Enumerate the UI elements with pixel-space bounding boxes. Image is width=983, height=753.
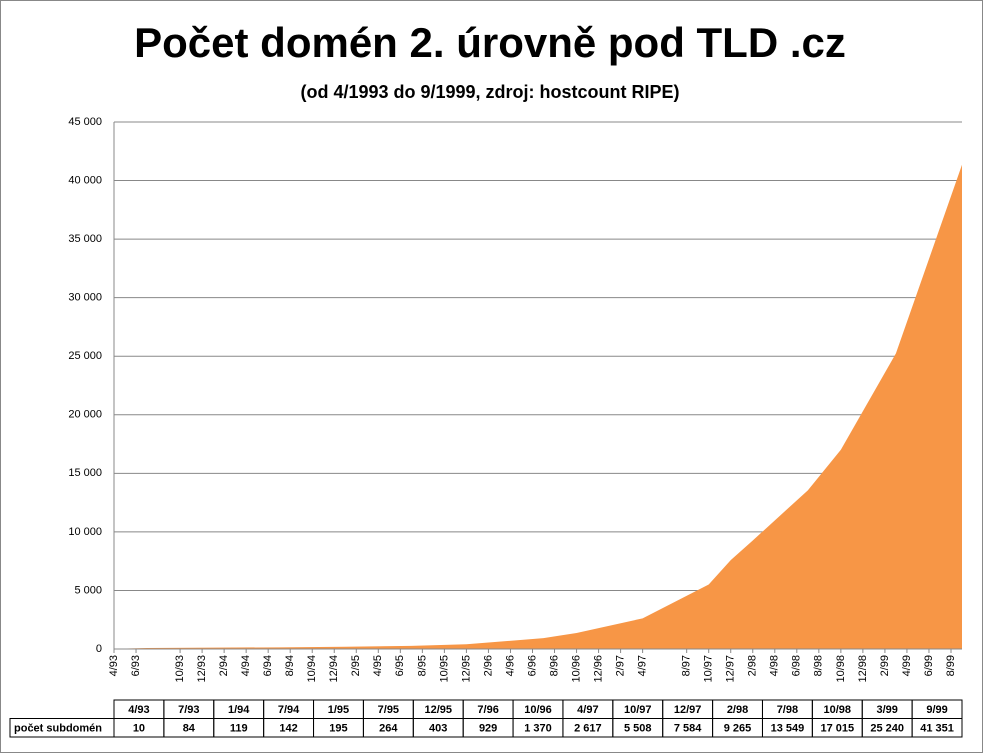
x-tick-label: 2/95 (350, 655, 362, 676)
x-tick-label: 12/94 (328, 655, 340, 683)
table-header: 7/96 (477, 704, 498, 716)
table-value: 119 (230, 723, 248, 735)
x-tick-label: 6/99 (923, 655, 935, 676)
table-value: 195 (329, 723, 347, 735)
legend-entry: počet subdomén (14, 723, 102, 735)
y-tick-label: 5 000 (74, 584, 102, 596)
table-header: 12/97 (674, 704, 702, 716)
y-tick-label: 40 000 (68, 174, 102, 186)
x-tick-label: 8/96 (548, 655, 560, 676)
x-tick-label: 12/96 (592, 655, 604, 683)
chart-title: Počet domén 2. úrovně pod TLD .cz (134, 19, 846, 66)
x-tick-label: 8/99 (945, 655, 957, 676)
x-tick-label: 2/97 (615, 655, 627, 676)
x-tick-label: 12/98 (857, 655, 869, 683)
table-cell (911, 718, 963, 738)
x-tick-label: 2/99 (879, 655, 891, 676)
table-header: 7/93 (178, 704, 199, 716)
x-tick-label: 10/97 (703, 655, 715, 683)
table-header: 10/97 (624, 704, 652, 716)
table-header: 9/99 (926, 704, 947, 716)
table-header: 4/93 (128, 704, 149, 716)
x-tick-label: 4/98 (769, 655, 781, 676)
table-header: 3/99 (876, 704, 897, 716)
x-tick-label: 6/93 (130, 655, 142, 676)
table-value: 5 508 (624, 723, 652, 735)
table-header: 12/95 (424, 704, 452, 716)
table-header: 4/97 (577, 704, 598, 716)
y-tick-label: 20 000 (68, 409, 102, 421)
x-tick-label: 2/98 (747, 655, 759, 676)
table-header: 10/96 (524, 704, 552, 716)
x-tick-label: 2/96 (482, 655, 494, 676)
y-tick-label: 10 000 (68, 526, 102, 538)
table-value: 13 549 (771, 723, 805, 735)
table-value: 264 (379, 723, 398, 735)
x-tick-label: 12/97 (725, 655, 737, 683)
table-header: 7/98 (777, 704, 798, 716)
x-tick-label: 6/94 (262, 655, 274, 676)
table-value: 84 (183, 723, 196, 735)
table-value: 403 (429, 723, 447, 735)
table-value: 25 240 (870, 723, 904, 735)
table-header: 2/98 (727, 704, 748, 716)
table-value: 142 (279, 723, 297, 735)
y-tick-label: 35 000 (68, 233, 102, 245)
y-tick-label: 0 (96, 643, 102, 655)
x-tick-label: 10/95 (438, 655, 450, 683)
x-tick-label: 10/93 (174, 655, 186, 683)
table-header: 1/95 (328, 704, 349, 716)
table-header: 1/94 (228, 704, 250, 716)
table-value: 10 (133, 723, 145, 735)
table-header: 10/98 (824, 704, 852, 716)
x-tick-label: 10/94 (306, 655, 318, 683)
x-tick-label: 8/94 (284, 655, 296, 676)
y-tick-label: 30 000 (68, 292, 102, 304)
x-tick-label: 8/95 (416, 655, 428, 676)
x-tick-label: 4/99 (901, 655, 913, 676)
x-tick-label: 6/98 (791, 655, 803, 676)
table-value: 2 617 (574, 723, 602, 735)
table-value: 1 370 (524, 723, 552, 735)
table-value: 929 (479, 723, 497, 735)
y-tick-label: 15 000 (68, 467, 102, 479)
x-tick-label: 10/98 (835, 655, 847, 683)
x-tick-label: 12/95 (460, 655, 472, 683)
x-tick-label: 2/94 (218, 655, 230, 676)
chart-subtitle: (od 4/1993 do 9/1999, zdroj: hostcount R… (300, 82, 679, 102)
area (114, 164, 962, 650)
x-tick-label: 8/98 (813, 655, 825, 676)
x-tick-label: 4/96 (504, 655, 516, 676)
y-tick-label: 45 000 (68, 116, 102, 128)
x-tick-label: 6/95 (394, 655, 406, 676)
x-tick-label: 4/93 (108, 655, 120, 676)
table-header: 7/94 (278, 704, 300, 716)
table-value: 41 351 (920, 723, 954, 735)
table-header: 7/95 (378, 704, 399, 716)
x-tick-label: 8/97 (681, 655, 693, 676)
table-value: 17 015 (820, 723, 854, 735)
x-tick-label: 4/94 (240, 655, 252, 676)
table-value: 9 265 (724, 723, 752, 735)
x-tick-label: 4/95 (372, 655, 384, 676)
x-tick-label: 4/97 (637, 655, 649, 676)
table-cell (9, 718, 115, 738)
x-tick-label: 6/96 (526, 655, 538, 676)
y-tick-label: 25 000 (68, 350, 102, 362)
table-value: 7 584 (674, 723, 702, 735)
x-tick-label: 12/93 (196, 655, 208, 683)
x-tick-label: 10/96 (570, 655, 582, 683)
